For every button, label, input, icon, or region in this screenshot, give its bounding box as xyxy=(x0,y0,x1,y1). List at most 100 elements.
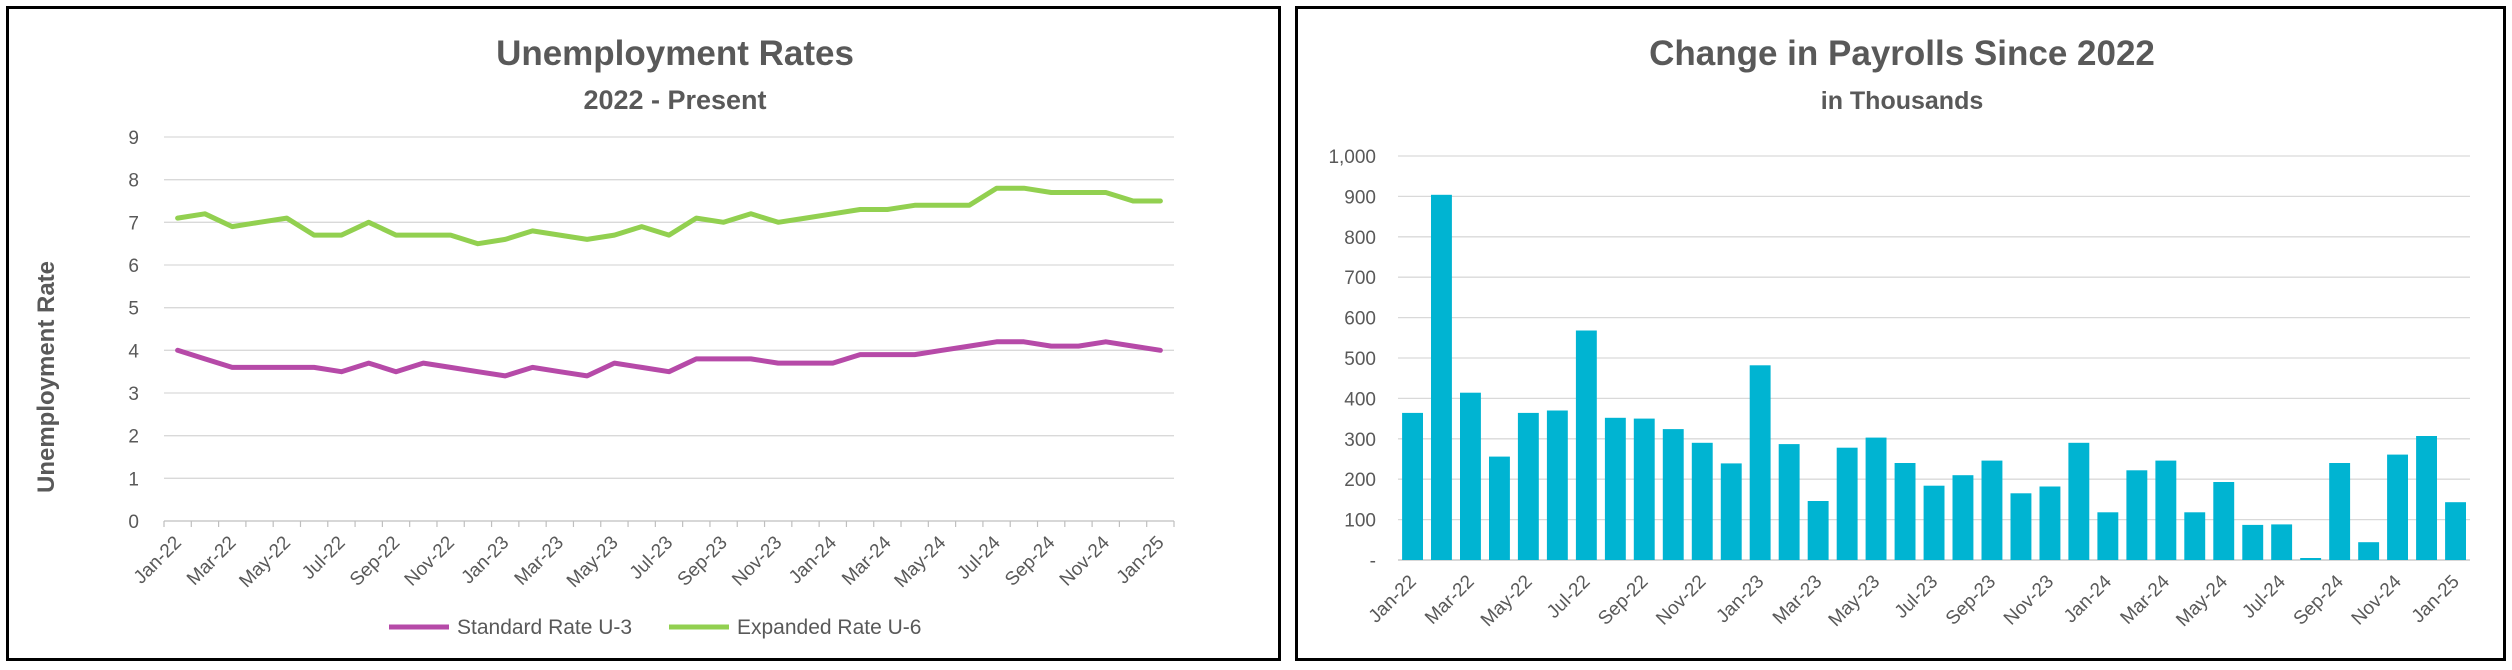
legend-label: Expanded Rate U-6 xyxy=(737,616,921,639)
x-tick-label: Jul-23 xyxy=(626,532,677,583)
bar xyxy=(1633,418,1655,560)
bar xyxy=(1778,444,1800,560)
bar xyxy=(1691,442,1713,560)
bars xyxy=(1402,194,2466,561)
x-tick-label: Mar-24 xyxy=(838,532,896,590)
bar xyxy=(1402,412,1423,560)
chart-subtitle: in Thousands xyxy=(1821,87,1984,115)
bar xyxy=(1460,392,1481,560)
y-tick-label: 1,000 xyxy=(1328,147,1376,168)
bar xyxy=(2387,454,2408,560)
y-tick-label: 2 xyxy=(128,427,139,448)
gridlines xyxy=(164,136,1174,522)
x-tick-label: May-24 xyxy=(2172,571,2232,631)
y-tick-label: 500 xyxy=(1344,349,1376,370)
x-tick-label: Jul-22 xyxy=(1543,571,1594,622)
bar xyxy=(2242,524,2264,560)
bar xyxy=(1662,429,1684,560)
series-line xyxy=(175,185,1163,247)
x-tick-label: Jul-24 xyxy=(2238,571,2290,623)
x-tick-label: Mar-22 xyxy=(183,532,240,589)
unemployment-line-chart: Unemployment Rates 2022 - Present Unempl… xyxy=(33,34,1175,639)
y-tick-label: 6 xyxy=(128,256,139,277)
x-tick-label: Jan-24 xyxy=(785,532,841,588)
bar xyxy=(2358,542,2380,560)
y-tick-label: 8 xyxy=(128,171,139,192)
bar xyxy=(1981,460,2003,560)
x-tick-label: May-23 xyxy=(563,532,623,592)
x-tick-label: Jan-25 xyxy=(2408,571,2464,627)
x-tick-label: Jul-22 xyxy=(298,532,349,583)
y-tick-label: - xyxy=(1370,551,1376,572)
x-tick-label: May-23 xyxy=(1825,571,1885,631)
y-tick-label: 1 xyxy=(128,469,139,490)
y-tick-label: 700 xyxy=(1344,268,1376,289)
chart-subtitle: 2022 - Present xyxy=(583,85,766,115)
x-tick-label: Mar-23 xyxy=(1769,571,1826,628)
x-tick-label: May-22 xyxy=(1477,571,1537,631)
bar xyxy=(1604,417,1626,560)
x-tick-label: Nov-24 xyxy=(1056,532,1114,590)
bar xyxy=(2039,486,2061,560)
x-tick-label: Jan-22 xyxy=(1365,571,1421,627)
x-tick-label: Jul-24 xyxy=(953,532,1005,584)
bar xyxy=(1836,447,1858,560)
bar xyxy=(2329,463,2351,560)
x-tick-label: Nov-24 xyxy=(2348,571,2406,629)
y-tick-label: 300 xyxy=(1344,430,1376,451)
x-tick-label: Sep-22 xyxy=(1594,571,1652,629)
y-tick-label: 100 xyxy=(1344,511,1376,532)
y-tick-label: 800 xyxy=(1344,228,1376,249)
y-tick-label: 900 xyxy=(1344,187,1376,208)
payrolls-chart-panel: Change in Payrolls Since 2022 in Thousan… xyxy=(1295,6,2506,661)
bar xyxy=(2445,502,2466,560)
bar xyxy=(2155,460,2177,560)
y-tick-label: 3 xyxy=(128,384,139,405)
bar xyxy=(1865,437,1887,560)
bar xyxy=(1749,365,1771,560)
x-tick-label: Jan-23 xyxy=(458,532,514,588)
x-tick-label: Nov-22 xyxy=(1652,571,1710,629)
x-tick-label: Mar-23 xyxy=(511,532,568,589)
bar xyxy=(2010,493,2032,560)
bar xyxy=(2271,524,2293,560)
x-tick-label: Sep-24 xyxy=(1001,532,1059,590)
y-axis-ticks: 0 1 2 3 4 5 6 7 8 9 xyxy=(128,128,139,533)
x-tick-label: Sep-23 xyxy=(1942,571,2000,629)
x-tick-label: Sep-23 xyxy=(674,532,732,590)
x-tick-label: Jan-25 xyxy=(1113,532,1169,588)
x-tick-label: Jan-22 xyxy=(130,532,186,588)
x-tick-label: Nov-23 xyxy=(728,532,786,590)
bar xyxy=(1720,463,1742,560)
chart-title: Unemployment Rates xyxy=(496,34,854,73)
y-tick-label: 5 xyxy=(128,299,139,320)
bar xyxy=(2126,470,2148,560)
unemployment-chart-panel: Unemployment Rates 2022 - Present Unempl… xyxy=(6,6,1281,661)
bar xyxy=(2068,442,2090,560)
y-tick-label: 200 xyxy=(1344,470,1376,491)
x-tick-label: Jan-24 xyxy=(2060,571,2116,627)
x-tick-label: Mar-22 xyxy=(1421,571,1478,628)
bar xyxy=(1807,501,1829,560)
y-tick-label: 0 xyxy=(128,512,139,533)
y-axis-label: Unemployment Rate xyxy=(33,261,60,493)
legend: Standard Rate U-3 Expanded Rate U-6 xyxy=(389,616,921,639)
y-tick-label: 4 xyxy=(128,341,139,362)
bar xyxy=(2213,482,2235,560)
x-tick-label: Jan-23 xyxy=(1712,571,1768,627)
x-tick-label: Jul-23 xyxy=(1891,571,1942,622)
y-axis-ticks: - 100 200 300 400 500 600 700 800 900 1,000 xyxy=(1328,147,1376,572)
bar xyxy=(1894,463,1916,560)
x-tick-label: May-22 xyxy=(235,532,295,592)
bar xyxy=(1923,485,1945,560)
x-tick-label: Nov-22 xyxy=(401,532,459,590)
bar xyxy=(1575,330,1597,560)
bar xyxy=(1431,194,1452,561)
bar xyxy=(1517,412,1539,560)
bar xyxy=(2097,512,2119,560)
x-tick-label: Sep-24 xyxy=(2290,571,2348,629)
y-tick-label: 9 xyxy=(128,128,139,149)
bar xyxy=(1546,410,1568,560)
bar xyxy=(1489,456,1510,560)
